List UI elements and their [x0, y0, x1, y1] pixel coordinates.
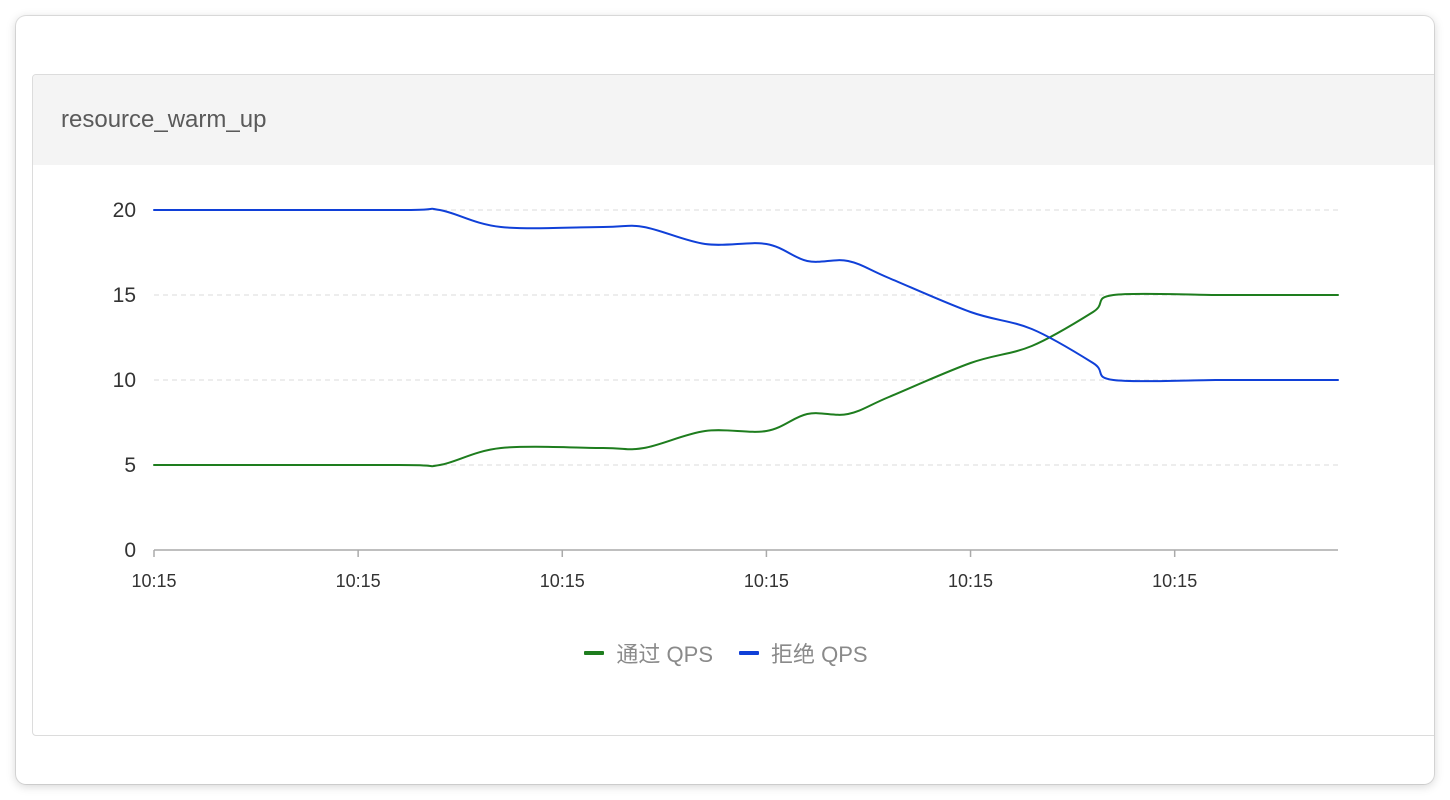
- x-tick-label: 10:15: [744, 571, 789, 591]
- chart-panel: resource_warm_up 0 5 10 15 20 10:15 10:15 10:15…: [32, 74, 1434, 736]
- app-window: resource_warm_up 0 5 10 15 20 10:15 10:15 10:15…: [16, 16, 1434, 784]
- y-tick-label: 15: [113, 284, 136, 307]
- legend-label-pass: 通过 QPS: [616, 642, 713, 667]
- y-tick-label: 20: [113, 199, 136, 222]
- x-tick-label: 10:15: [336, 571, 381, 591]
- x-tick-label: 10:15: [1152, 571, 1197, 591]
- y-tick-label: 10: [113, 369, 136, 392]
- x-tick-label: 10:15: [948, 571, 993, 591]
- legend-label-block: 拒绝 QPS: [771, 642, 868, 667]
- panel-title: resource_warm_up: [61, 106, 267, 133]
- x-tick-label: 10:15: [131, 571, 176, 591]
- series-line-pass: [153, 292, 1339, 468]
- legend-item-block[interactable]: 拒绝 QPS: [739, 637, 868, 669]
- y-tick-label: 0: [124, 539, 136, 562]
- chart-legend: 通过 QPS 拒绝 QPS: [33, 637, 1419, 669]
- legend-swatch-pass: [584, 651, 605, 655]
- y-tick-label: 5: [124, 454, 136, 477]
- x-tick-label: 10:15: [540, 571, 585, 591]
- panel-header: resource_warm_up: [33, 75, 1434, 165]
- legend-swatch-block: [739, 651, 759, 655]
- qps-line-chart: 0 5 10 15 20 10:15 10:15 10:15 10:15 10:15 10:15: [113, 199, 1339, 591]
- series-line-block: [153, 207, 1339, 383]
- legend-item-pass[interactable]: 通过 QPS: [584, 637, 713, 669]
